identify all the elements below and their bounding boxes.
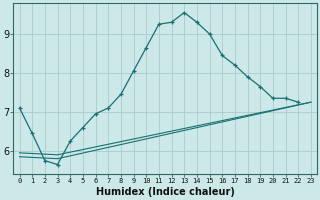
X-axis label: Humidex (Indice chaleur): Humidex (Indice chaleur) xyxy=(96,187,235,197)
